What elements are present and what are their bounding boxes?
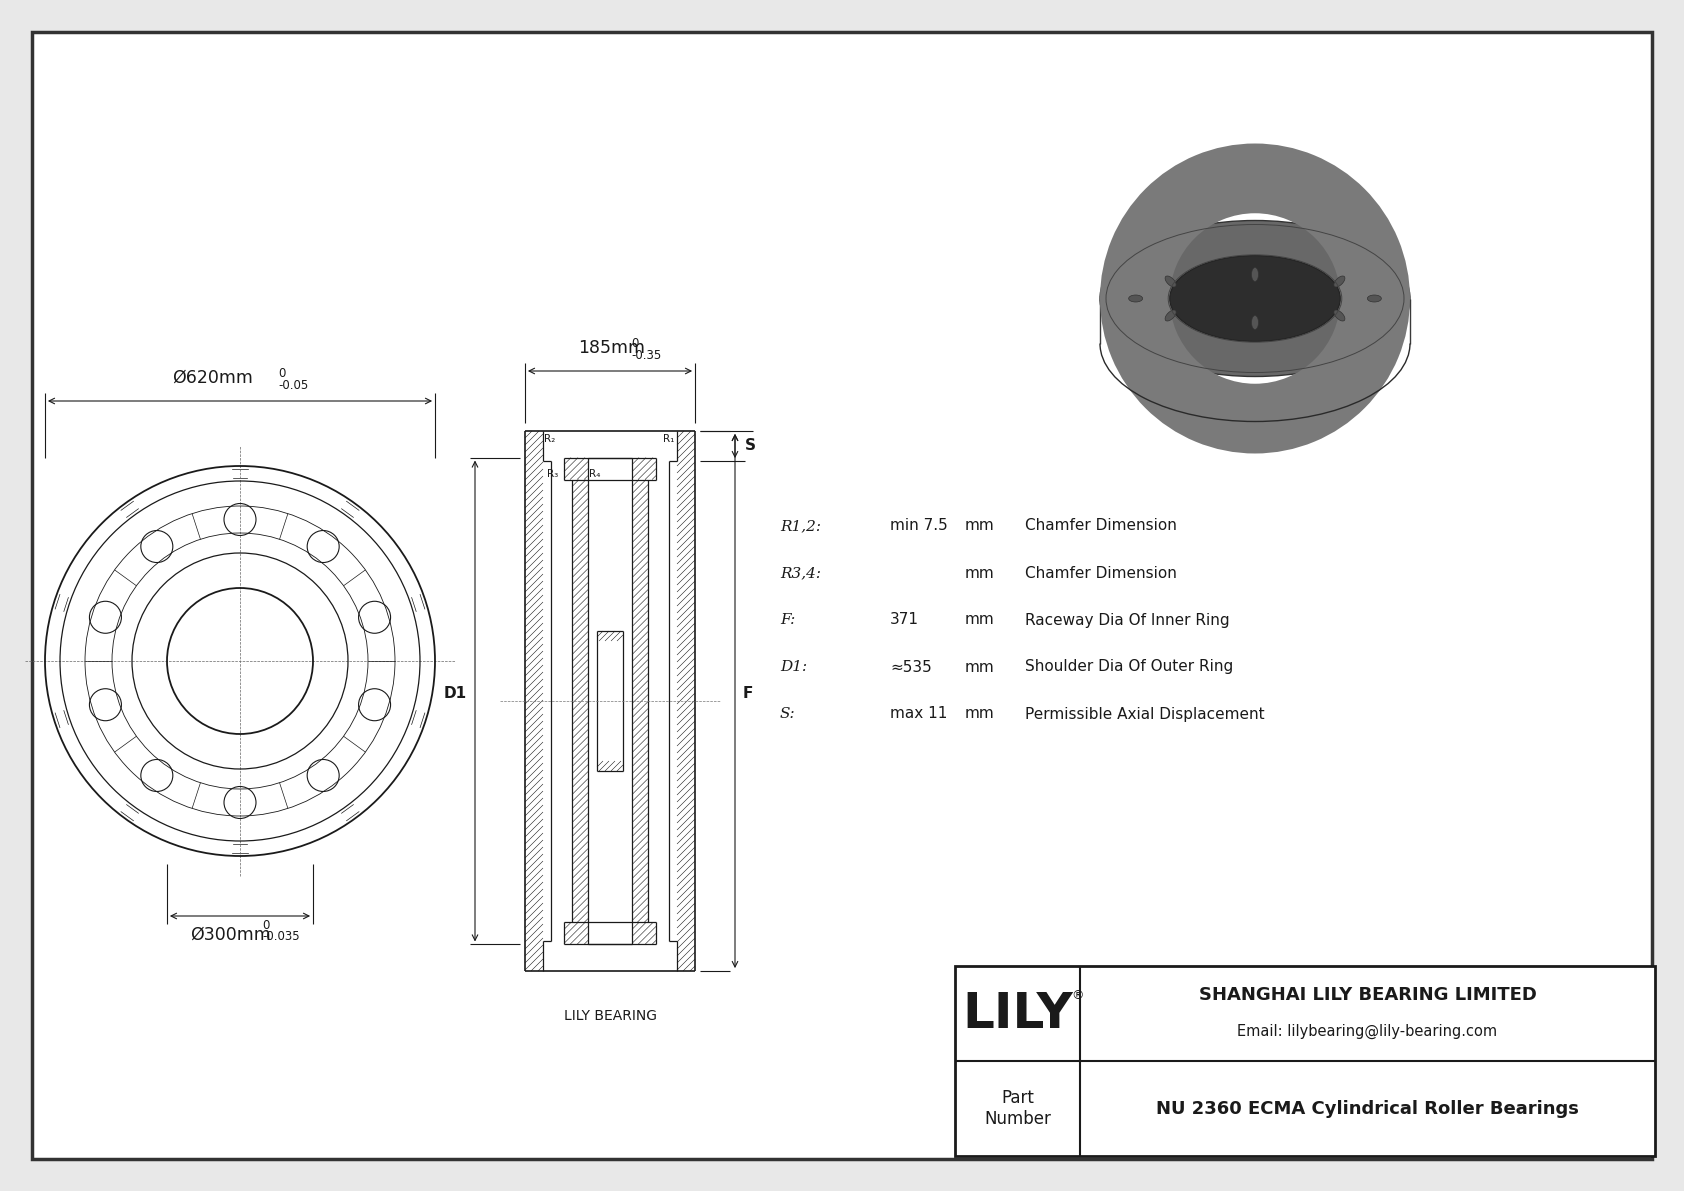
Text: D1:: D1: <box>780 660 807 674</box>
Text: mm: mm <box>965 660 995 674</box>
Text: 371: 371 <box>891 612 919 628</box>
Text: 0: 0 <box>278 367 285 380</box>
Text: S:: S: <box>780 707 795 721</box>
Text: R₁: R₁ <box>663 434 674 444</box>
Text: mm: mm <box>965 566 995 580</box>
Text: D1: D1 <box>445 686 466 700</box>
Text: Chamfer Dimension: Chamfer Dimension <box>1026 566 1177 580</box>
Text: F:: F: <box>780 613 795 626</box>
Ellipse shape <box>1100 220 1410 376</box>
Bar <box>955 966 1655 1156</box>
Ellipse shape <box>1334 310 1346 322</box>
Text: Chamfer Dimension: Chamfer Dimension <box>1026 518 1177 534</box>
Text: 0: 0 <box>632 337 638 350</box>
Text: LILY BEARING: LILY BEARING <box>564 1009 657 1023</box>
Text: Part
Number: Part Number <box>983 1089 1051 1128</box>
Text: NU 2360 ECMA Cylindrical Roller Bearings: NU 2360 ECMA Cylindrical Roller Bearings <box>1155 1099 1580 1117</box>
Ellipse shape <box>1251 316 1258 330</box>
Text: ≈535: ≈535 <box>891 660 931 674</box>
Text: mm: mm <box>965 612 995 628</box>
Ellipse shape <box>1128 295 1143 303</box>
Text: -0.035: -0.035 <box>263 930 300 943</box>
Text: R1,2:: R1,2: <box>780 519 822 534</box>
Text: R₄: R₄ <box>589 468 601 479</box>
Text: Ø620mm: Ø620mm <box>172 369 253 387</box>
Text: F: F <box>743 686 753 700</box>
Text: LILY: LILY <box>962 990 1073 1037</box>
Text: -0.35: -0.35 <box>632 349 662 362</box>
Ellipse shape <box>1165 276 1175 287</box>
Ellipse shape <box>1170 256 1340 342</box>
Text: min 7.5: min 7.5 <box>891 518 948 534</box>
Text: Email: lilybearing@lily-bearing.com: Email: lilybearing@lily-bearing.com <box>1238 1024 1497 1039</box>
Text: ®: ® <box>1071 989 1084 1002</box>
Ellipse shape <box>1334 276 1346 287</box>
Text: Raceway Dia Of Inner Ring: Raceway Dia Of Inner Ring <box>1026 612 1229 628</box>
Text: mm: mm <box>965 518 995 534</box>
Text: R₂: R₂ <box>544 434 556 444</box>
Text: -0.05: -0.05 <box>278 379 308 392</box>
Text: 0: 0 <box>263 919 269 933</box>
Text: R₃: R₃ <box>547 468 557 479</box>
Text: Ø300mm: Ø300mm <box>190 925 271 944</box>
Text: mm: mm <box>965 706 995 722</box>
Text: SHANGHAI LILY BEARING LIMITED: SHANGHAI LILY BEARING LIMITED <box>1199 986 1536 1004</box>
Text: Shoulder Dia Of Outer Ring: Shoulder Dia Of Outer Ring <box>1026 660 1233 674</box>
Text: S: S <box>744 438 756 454</box>
Text: max 11: max 11 <box>891 706 948 722</box>
Ellipse shape <box>1165 310 1175 322</box>
Text: Permissible Axial Displacement: Permissible Axial Displacement <box>1026 706 1265 722</box>
Text: 185mm: 185mm <box>578 339 645 357</box>
Ellipse shape <box>1367 295 1381 303</box>
Text: R3,4:: R3,4: <box>780 566 822 580</box>
Ellipse shape <box>1251 268 1258 281</box>
Wedge shape <box>1100 143 1410 454</box>
